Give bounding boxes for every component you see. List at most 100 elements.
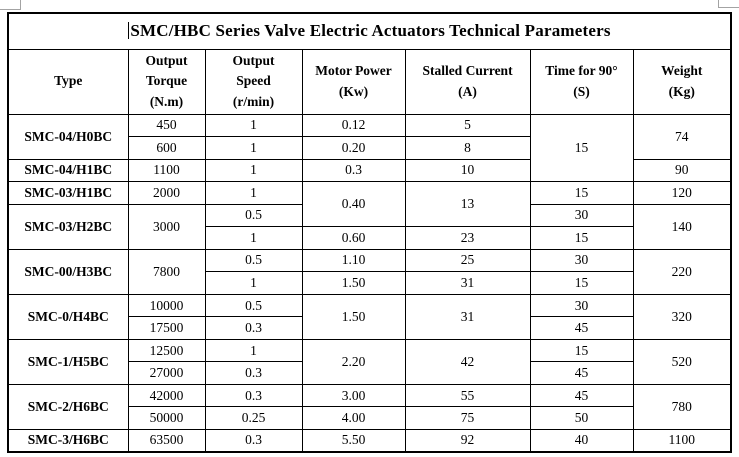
col-header-weight: Weight (Kg) xyxy=(632,48,732,115)
table-row: 1 1.50 31 15 xyxy=(8,271,731,295)
text-cursor xyxy=(128,22,130,40)
output-torque-cell: 600 xyxy=(127,136,206,160)
motor-power-cell: 3.00 xyxy=(301,383,406,408)
output-speed-cell: 0.5 xyxy=(204,203,303,228)
time-for-90-cell: 15 xyxy=(529,271,634,295)
time-for-90-cell: 30 xyxy=(529,248,634,273)
weight-cell: 140 xyxy=(632,203,732,250)
table-row: SMC-04/H1BC 1100 1 0.3 10 90 xyxy=(7,158,732,183)
time-for-90-cell: 50 xyxy=(529,406,634,430)
weight-cell: 780 xyxy=(632,383,732,430)
output-torque-cell: 10000 xyxy=(127,293,206,318)
motor-power-cell: 4.00 xyxy=(301,406,406,430)
output-speed-cell: 1 xyxy=(204,158,303,183)
stalled-current-cell: 92 xyxy=(404,428,531,453)
table-title: SMC/HBC Series Valve Electric Actuators … xyxy=(130,21,611,41)
table-row: SMC-0/H4BC 10000 0.5 1.50 31 30 320 xyxy=(7,293,732,340)
motor-power-cell: 0.40 xyxy=(301,181,406,228)
motor-power-cell: 2.20 xyxy=(301,338,406,385)
stalled-current-cell: 75 xyxy=(404,406,531,430)
weight-cell: 220 xyxy=(632,248,732,295)
stalled-current-cell: 10 xyxy=(404,158,531,183)
margin-crop-mark-top-right xyxy=(718,0,739,8)
table-row: SMC-04/H0BC 450 1 0.12 5 15 74 xyxy=(7,113,732,183)
output-speed-cell: 0.3 xyxy=(204,316,303,340)
weight-cell: 520 xyxy=(632,338,732,385)
stalled-current-cell: 55 xyxy=(404,383,531,408)
col-header-motor-power: Motor Power (Kw) xyxy=(301,48,406,115)
time-for-90-cell: 40 xyxy=(529,428,634,453)
motor-power-cell: 1.50 xyxy=(301,293,406,340)
time-for-90-cell: 30 xyxy=(529,293,634,318)
time-for-90-cell: 30 xyxy=(529,203,634,228)
output-torque-cell: 1100 xyxy=(127,158,206,183)
col-header-stalled-current: Stalled Current (A) xyxy=(404,48,531,115)
col-header-output-speed: Output Speed (r/min) xyxy=(204,48,303,115)
output-speed-cell: 1 xyxy=(204,136,303,160)
col-header-time-for-90: Time for 90° (S) xyxy=(529,48,634,115)
time-for-90-cell: 15 xyxy=(529,338,634,363)
type-cell: SMC-03/H2BC xyxy=(7,203,129,250)
type-cell: SMC-00/H3BC xyxy=(7,248,129,295)
time-for-90-cell: 45 xyxy=(529,383,634,408)
table-row: SMC-00/H3BC 7800 0.5 1.10 25 30 220 xyxy=(7,248,732,295)
time-for-90-cell: 15 xyxy=(529,181,634,205)
table-row: SMC-03/H2BC 3000 0.5 30 140 xyxy=(7,203,732,250)
motor-power-cell: 0.3 xyxy=(301,158,406,183)
weight-cell: 74 xyxy=(632,113,732,160)
output-torque-cell: 27000 xyxy=(127,361,206,385)
time-for-90-cell: 45 xyxy=(529,361,634,385)
weight-cell: 90 xyxy=(632,158,732,183)
output-torque-cell: 450 xyxy=(127,113,206,138)
output-torque-cell: 17500 xyxy=(127,316,206,340)
table-row: SMC-1/H5BC 12500 1 2.20 42 15 520 xyxy=(7,338,732,385)
col-header-output-torque: Output Torque (N.m) xyxy=(127,48,206,115)
type-cell: SMC-03/H1BC xyxy=(7,181,129,205)
weight-cell: 1100 xyxy=(632,428,732,453)
stalled-current-cell: 5 xyxy=(404,113,531,138)
table-row: SMC-03/H1BC 2000 1 0.40 13 15 120 xyxy=(7,181,732,228)
output-torque-cell: 7800 xyxy=(127,248,206,295)
output-speed-cell: 0.3 xyxy=(204,428,303,453)
output-torque-cell: 3000 xyxy=(127,203,206,250)
time-for-90-cell: 45 xyxy=(529,316,634,340)
type-cell: SMC-2/H6BC xyxy=(7,383,129,430)
stalled-current-cell: 42 xyxy=(404,338,531,385)
table-row: SMC-2/H6BC 42000 0.3 3.00 55 45 780 xyxy=(7,383,732,430)
output-speed-cell: 1 xyxy=(204,181,303,205)
output-speed-cell: 0.5 xyxy=(204,293,303,318)
output-torque-cell: 2000 xyxy=(127,181,206,205)
table-title-row: SMC/HBC Series Valve Electric Actuators … xyxy=(7,12,732,50)
output-speed-cell: 0.25 xyxy=(204,406,303,430)
output-speed-cell: 0.3 xyxy=(204,361,303,385)
motor-power-cell: 0.60 xyxy=(301,226,406,250)
table-title-cell: SMC/HBC Series Valve Electric Actuators … xyxy=(7,12,732,50)
output-speed-cell: 0.5 xyxy=(204,248,303,273)
stalled-current-cell: 23 xyxy=(404,226,531,250)
margin-crop-mark-top-left xyxy=(0,0,21,10)
motor-power-cell: 1.10 xyxy=(301,248,406,273)
stalled-current-cell: 31 xyxy=(404,271,531,295)
motor-power-cell: 5.50 xyxy=(301,428,406,453)
type-cell: SMC-3/H6BC xyxy=(7,428,129,453)
col-header-type: Type xyxy=(7,48,129,115)
output-speed-cell: 0.3 xyxy=(204,383,303,408)
output-torque-cell: 63500 xyxy=(127,428,206,453)
parameters-table: SMC/HBC Series Valve Electric Actuators … xyxy=(7,12,733,453)
type-cell: SMC-1/H5BC xyxy=(7,338,129,385)
time-for-90-cell: 15 xyxy=(529,226,634,250)
weight-cell: 320 xyxy=(632,293,732,340)
stalled-current-cell: 25 xyxy=(404,248,531,273)
type-cell: SMC-04/H1BC xyxy=(7,158,129,183)
table-row: 17500 0.3 45 xyxy=(8,316,731,340)
stalled-current-cell: 31 xyxy=(404,293,531,340)
table-row: SMC-3/H6BC 63500 0.3 5.50 92 40 1100 xyxy=(7,428,732,453)
table-header-row: Type Output Torque (N.m) Output Speed (r/min) M… xyxy=(7,48,732,115)
type-cell: SMC-0/H4BC xyxy=(7,293,129,340)
output-speed-cell: 1 xyxy=(204,338,303,363)
output-speed-cell: 1 xyxy=(204,113,303,138)
output-torque-cell: 42000 xyxy=(127,383,206,408)
stalled-current-cell: 13 xyxy=(404,181,531,228)
weight-cell: 120 xyxy=(632,181,732,205)
